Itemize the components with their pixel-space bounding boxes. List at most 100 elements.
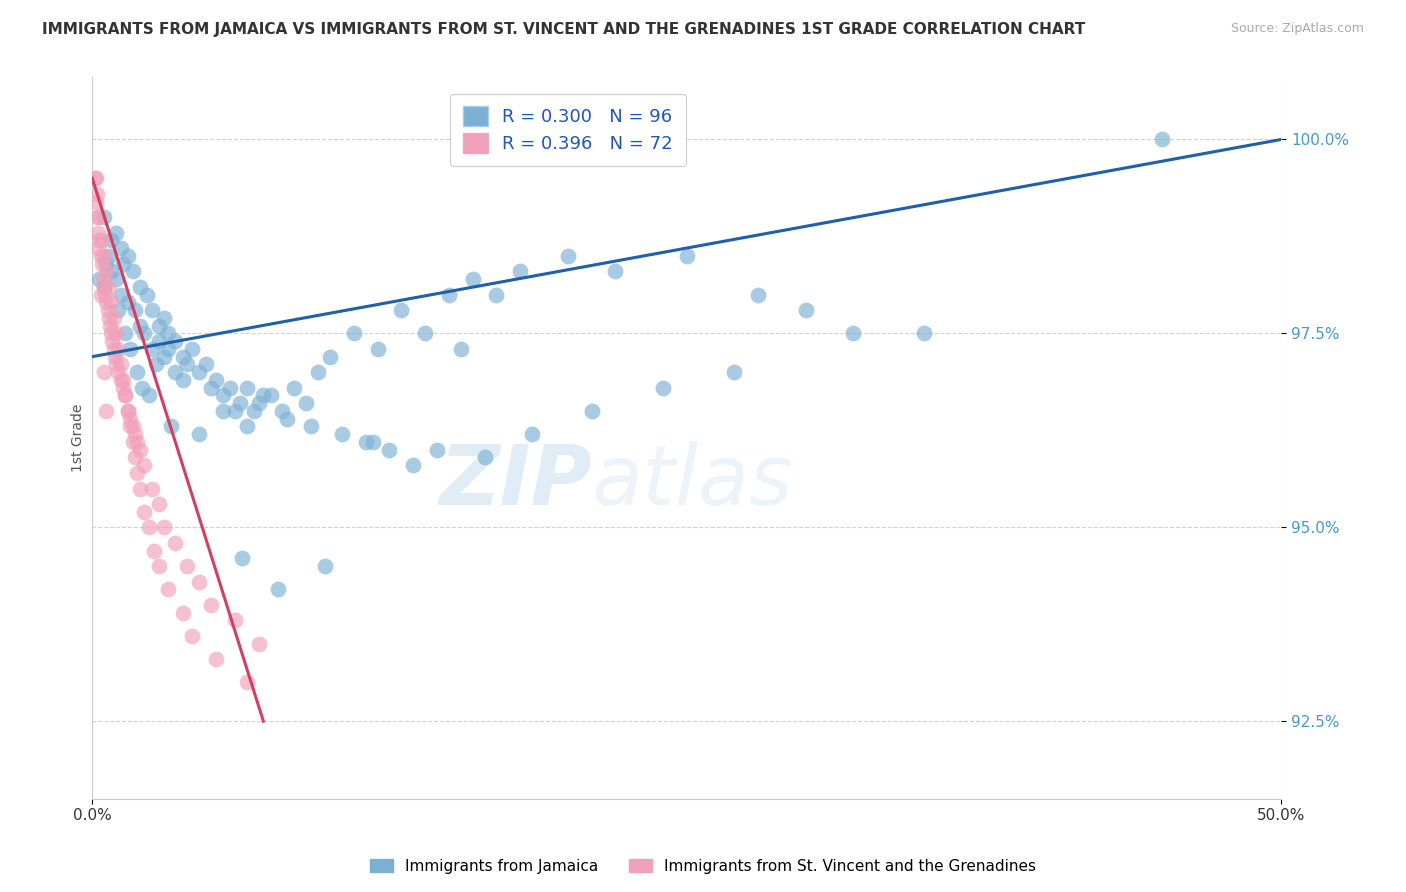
Point	[84, 171, 107, 186]
Point	[89, 210, 111, 224]
Point	[461, 272, 484, 286]
Point	[474, 450, 496, 465]
Point	[159, 419, 181, 434]
Point	[93, 210, 115, 224]
Point	[224, 404, 246, 418]
Point	[378, 442, 401, 457]
Point	[101, 334, 124, 348]
Point	[148, 559, 170, 574]
Point	[97, 310, 120, 325]
Point	[794, 303, 817, 318]
Point	[271, 404, 294, 418]
Point	[124, 303, 146, 318]
Point	[127, 434, 149, 449]
Point	[87, 241, 110, 255]
Point	[120, 419, 142, 434]
Point	[152, 520, 174, 534]
Point	[231, 551, 253, 566]
Point	[157, 326, 180, 341]
Point	[114, 326, 136, 341]
Point	[145, 358, 167, 372]
Point	[138, 520, 160, 534]
Point	[86, 186, 108, 201]
Point	[94, 287, 117, 301]
Point	[675, 249, 697, 263]
Point	[581, 404, 603, 418]
Point	[93, 280, 115, 294]
Point	[181, 629, 204, 643]
Point	[212, 404, 235, 418]
Point	[134, 458, 156, 473]
Point	[127, 365, 149, 379]
Point	[181, 342, 204, 356]
Point	[127, 466, 149, 480]
Point	[124, 427, 146, 442]
Point	[97, 303, 120, 318]
Point	[361, 434, 384, 449]
Point	[117, 249, 139, 263]
Point	[148, 497, 170, 511]
Point	[402, 458, 425, 473]
Point	[131, 381, 153, 395]
Point	[450, 342, 472, 356]
Point	[912, 326, 935, 341]
Text: IMMIGRANTS FROM JAMAICA VS IMMIGRANTS FROM ST. VINCENT AND THE GRENADINES 1ST GR: IMMIGRANTS FROM JAMAICA VS IMMIGRANTS FR…	[42, 22, 1085, 37]
Point	[283, 381, 305, 395]
Point	[107, 303, 129, 318]
Point	[157, 342, 180, 356]
Point	[276, 411, 298, 425]
Point	[100, 264, 122, 278]
Point	[103, 310, 125, 325]
Point	[104, 226, 127, 240]
Point	[235, 675, 257, 690]
Point	[93, 280, 115, 294]
Point	[100, 326, 122, 341]
Point	[165, 536, 187, 550]
Point	[367, 342, 389, 356]
Point	[134, 505, 156, 519]
Point	[141, 303, 163, 318]
Point	[176, 358, 198, 372]
Point	[89, 233, 111, 247]
Point	[84, 194, 107, 209]
Point	[128, 442, 150, 457]
Point	[319, 350, 342, 364]
Point	[121, 264, 143, 278]
Point	[1152, 132, 1174, 146]
Point	[110, 373, 132, 387]
Point	[135, 287, 157, 301]
Point	[141, 482, 163, 496]
Point	[83, 171, 105, 186]
Point	[509, 264, 531, 278]
Point	[112, 381, 135, 395]
Point	[605, 264, 627, 278]
Point	[295, 396, 318, 410]
Point	[426, 442, 449, 457]
Point	[121, 434, 143, 449]
Point	[110, 287, 132, 301]
Point	[96, 295, 118, 310]
Point	[330, 427, 353, 442]
Point	[141, 342, 163, 356]
Point	[243, 404, 266, 418]
Point	[91, 272, 114, 286]
Point	[112, 257, 135, 271]
Point	[86, 210, 108, 224]
Point	[219, 381, 242, 395]
Point	[100, 233, 122, 247]
Point	[314, 559, 336, 574]
Point	[343, 326, 366, 341]
Point	[172, 350, 194, 364]
Point	[200, 381, 222, 395]
Point	[96, 257, 118, 271]
Point	[120, 342, 142, 356]
Point	[87, 226, 110, 240]
Point	[252, 388, 274, 402]
Text: ZIP: ZIP	[439, 441, 592, 522]
Point	[188, 574, 211, 589]
Point	[307, 365, 329, 379]
Point	[195, 358, 218, 372]
Point	[97, 280, 120, 294]
Point	[96, 404, 118, 418]
Point	[107, 342, 129, 356]
